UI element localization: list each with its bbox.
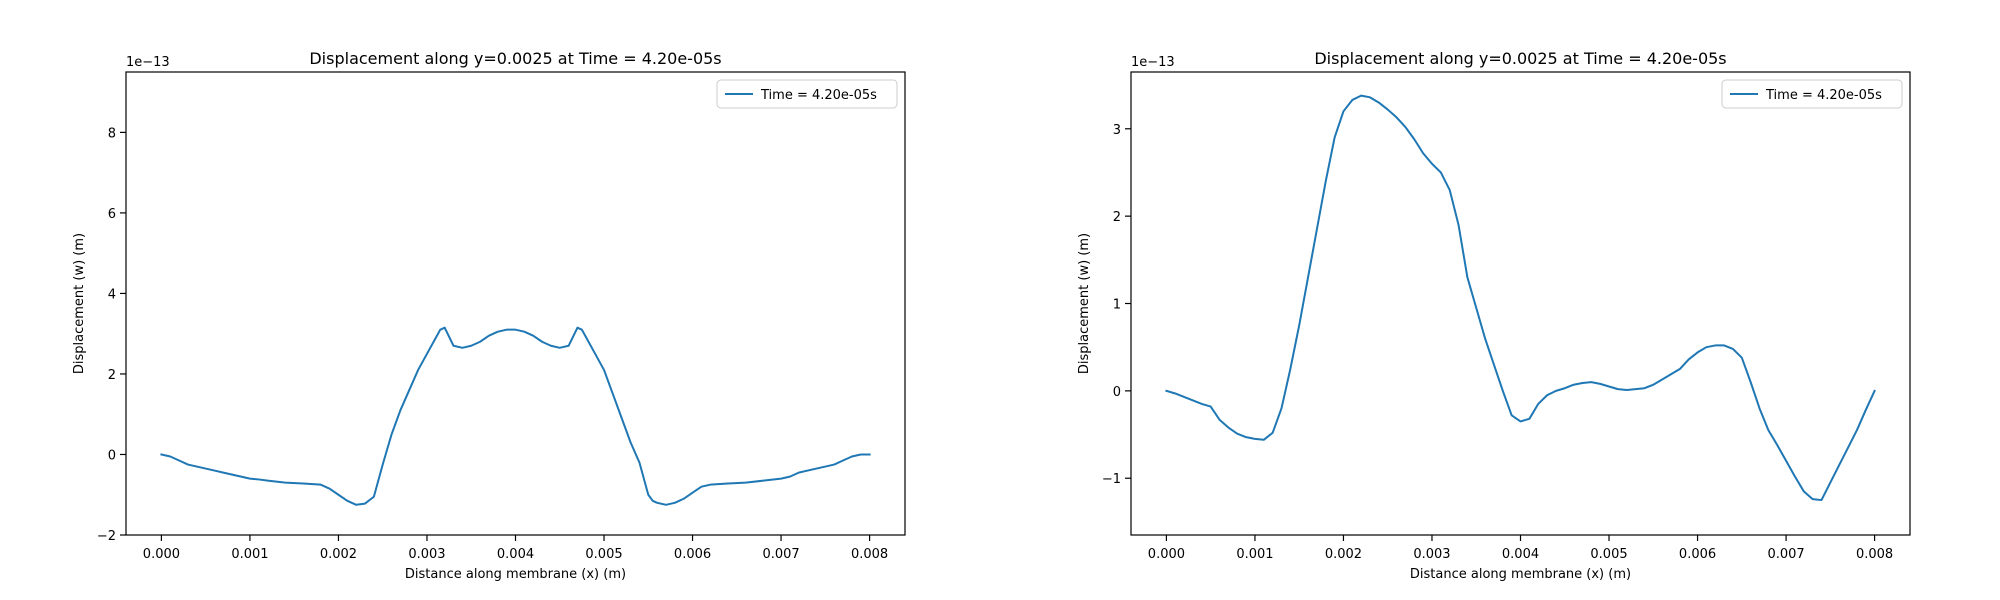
chart-title: Displacement along y=0.0025 at Time = 4.…: [1314, 49, 1726, 68]
legend-label: Time = 4.20e-05s: [1765, 88, 1882, 103]
x-tick-label: 0.004: [1502, 547, 1539, 562]
y-tick-label: 2: [1113, 210, 1121, 225]
x-tick-label: 0.007: [762, 547, 799, 562]
y-tick-label: −2: [97, 529, 116, 544]
x-tick-label: 0.003: [408, 547, 445, 562]
y-offset-label: 1e−13: [1131, 55, 1175, 70]
legend-box: [716, 79, 898, 109]
x-tick-label: 0.000: [1148, 547, 1185, 562]
x-axis-label: Distance along membrane (x) (m): [405, 567, 626, 582]
x-tick-label: 0.006: [1679, 547, 1716, 562]
x-tick-label: 0.004: [497, 547, 534, 562]
x-axis-label: Distance along membrane (x) (m): [1410, 567, 1631, 582]
x-tick-label: 0.007: [1767, 547, 1804, 562]
y-axis-label: Displacement (w) (m): [1077, 233, 1092, 374]
legend: Time = 4.20e-05s: [1721, 79, 1903, 109]
legend: Time = 4.20e-05s: [716, 79, 898, 109]
x-tick-label: 0.002: [1325, 547, 1362, 562]
x-tick-label: 0.005: [1590, 547, 1627, 562]
y-offset-label: 1e−13: [126, 55, 170, 70]
chart-title: Displacement along y=0.0025 at Time = 4.…: [309, 49, 721, 68]
y-axis-label: Displacement (w) (m): [72, 233, 87, 374]
y-tick-label: 4: [108, 287, 116, 302]
y-tick-label: 1: [1113, 298, 1121, 313]
x-tick-label: 0.002: [320, 547, 357, 562]
legend-label: Time = 4.20e-05s: [760, 88, 877, 103]
y-tick-label: 0: [1113, 385, 1121, 400]
y-tick-label: 2: [108, 368, 116, 383]
y-tick-label: 6: [108, 207, 116, 222]
data-line: [160, 326, 871, 506]
x-tick-label: 0.006: [674, 547, 711, 562]
plot-area: [1131, 72, 1910, 535]
y-tick-label: 8: [108, 126, 116, 141]
x-tick-label: 0.000: [143, 547, 180, 562]
y-tick-label: 3: [1113, 123, 1121, 138]
y-tick-label: −1: [1102, 472, 1121, 487]
x-tick-label: 0.005: [585, 547, 622, 562]
x-tick-label: 0.001: [1236, 547, 1273, 562]
legend-box: [1721, 79, 1903, 109]
x-tick-label: 0.008: [1856, 547, 1893, 562]
y-tick-label: 0: [108, 448, 116, 463]
x-tick-label: 0.008: [851, 547, 888, 562]
x-tick-label: 0.001: [231, 547, 268, 562]
chart-2: 0.000 0.001 0.002 0.003 0.004 0.005 0.006 0.007…: [1077, 49, 1911, 582]
data-line: [1165, 94, 1876, 502]
plot-area: [126, 72, 905, 535]
x-tick-label: 0.003: [1413, 547, 1450, 562]
chart-1: 0.000 0.001 0.002 0.003 0.004 0.005 0.006 0.007…: [72, 49, 906, 582]
